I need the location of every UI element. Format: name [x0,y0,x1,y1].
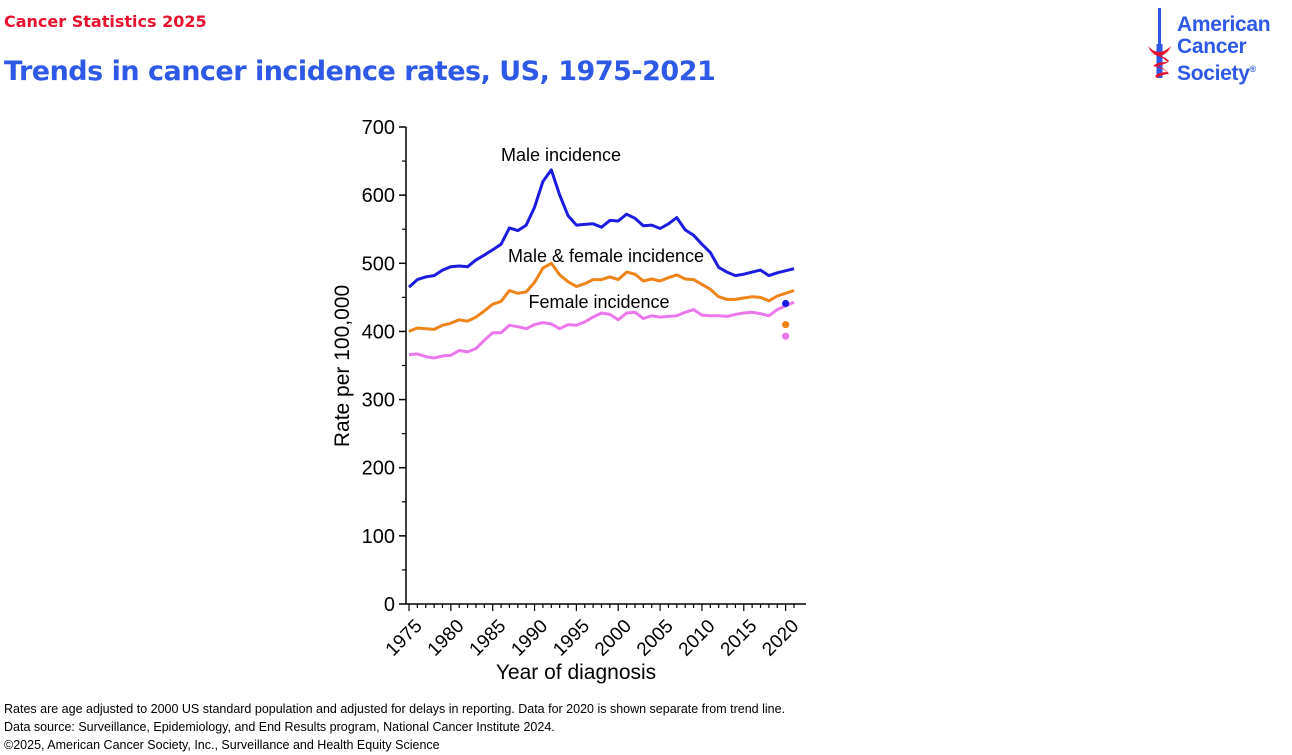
point-2020-male-incidence [782,299,790,308]
y-tick-label: 200 [362,458,395,480]
incidence-line-chart: 0 100 200 300 400 500 600 700 19751980198519901… [331,117,806,684]
y-tick-label: 400 [362,321,395,343]
x-tick-label: 1980 [424,616,469,661]
logo-line-society: Society® [1177,58,1270,85]
y-tick-label: 600 [362,185,395,207]
x-axis-title: Year of diagnosis [496,661,656,684]
x-tick-label: 2015 [717,616,762,661]
logo-line-society-text: Society [1177,62,1250,85]
y-axis: 0 100 200 300 400 500 600 700 [362,117,407,616]
x-tick-label: 1995 [549,616,594,661]
y-tick-label: 700 [362,117,395,139]
series-label-male-incidence: Male incidence [501,145,621,165]
footnote-methodology: Rates are age adjusted to 2000 US standa… [4,702,786,716]
x-tick-label: 2005 [633,616,678,661]
chart-title: Trends in cancer incidence rates, US, 19… [4,56,716,87]
series-line-male-incidence [408,168,795,289]
x-tick-label: 1990 [507,616,552,661]
y-tick-label: 100 [362,526,395,548]
series-line-female-incidence [408,300,795,360]
series-labels-layer: Male incidence Male & female incidence Fem… [501,145,704,312]
registered-mark: ® [1249,64,1257,74]
footnote-copyright: ©2025, American Cancer Society, Inc., Su… [4,738,440,752]
logo-line-cancer: Cancer [1177,35,1247,58]
logo-wordmark: American Cancer Society® [1177,13,1271,85]
x-tick-label: 1985 [466,616,511,661]
y-tick-label: 0 [384,594,395,616]
x-tick-label: 2020 [758,616,803,661]
points-2020-layer [782,299,790,340]
sword-icon [1148,8,1171,78]
series-label-male-and-female-incidence: Male & female incidence [508,246,704,266]
point-2020-male-and-female-incidence [782,321,790,329]
x-tick-label: 2000 [591,616,636,661]
series-label-female-incidence: Female incidence [528,292,669,312]
footnotes: Rates are age adjusted to 2000 US standa… [4,700,785,754]
footnote-source: Data source: Surveillance, Epidemiology,… [4,720,555,734]
x-tick-label: 1975 [382,616,427,661]
y-axis-title: Rate per 100,000 [331,285,354,447]
series-layer [408,168,795,360]
report-kicker: Cancer Statistics 2025 [4,12,207,31]
series-line-male-and-female-incidence [408,261,795,333]
x-tick-label: 2010 [675,616,720,661]
y-tick-label: 500 [362,253,395,275]
point-2020-female-incidence [782,332,790,340]
logo-line-american: American [1177,13,1271,36]
y-tick-label: 300 [362,390,395,412]
acs-logo: American Cancer Society® [1145,6,1290,85]
